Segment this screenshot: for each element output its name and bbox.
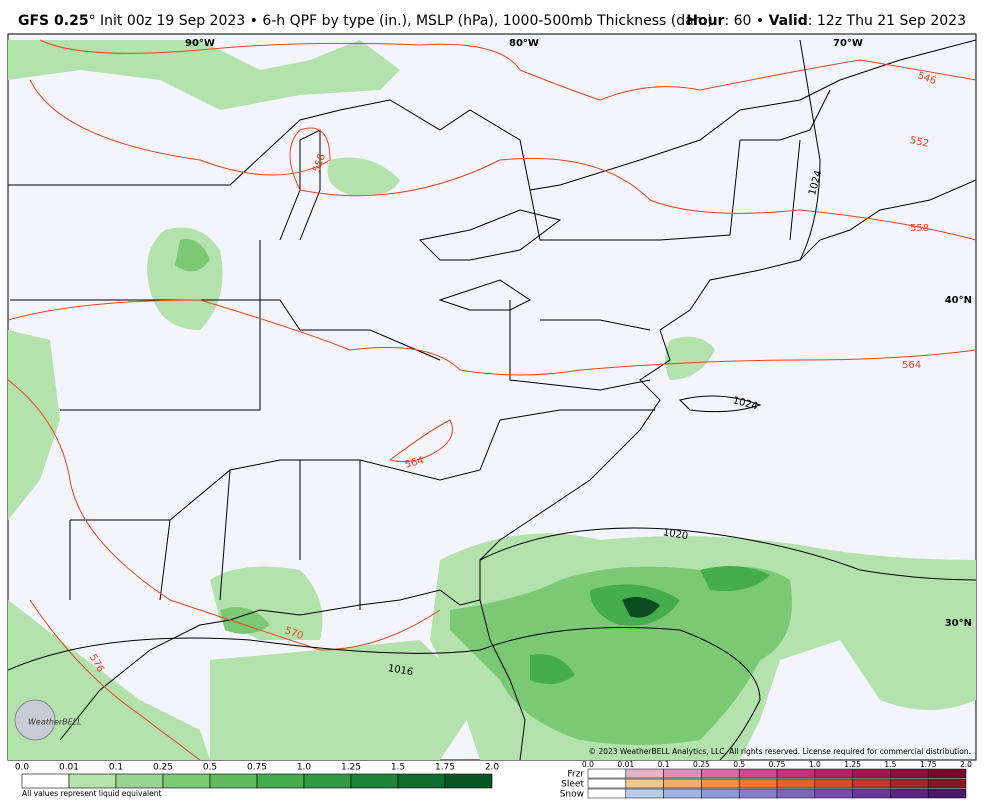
grid-label: 30°N [945,618,972,629]
color-box [162,773,211,789]
scale-tick: 1.0 [809,760,821,769]
legend: 0.0 0.01 0.1 0.25 0.5 0.75 1.0 1.25 1.5 1.75 2.0 Al… [15,760,972,800]
color-box [663,788,702,799]
color-box [115,773,164,789]
scale-tick: 0.01 [617,760,634,769]
scale-tick: 0.1 [658,760,670,769]
color-box [209,773,258,789]
grid-label: 70°W [833,38,863,49]
color-box [927,788,967,799]
color-box [21,773,70,789]
color-box [350,773,399,789]
scale-tick: 0.75 [247,763,267,773]
scale-tick: 0.25 [693,760,710,769]
logo-text: WeatherBELL [28,718,82,727]
scale-tick: 1.5 [391,763,405,773]
type-label: Sleet [561,780,584,790]
color-box [701,768,740,779]
color-box [625,768,664,779]
scale-tick: 1.0 [297,763,312,773]
scale-tick: 0.01 [59,763,79,773]
scale-tick: 2.0 [960,760,972,769]
thickness-label: 564 [404,455,425,471]
color-box [776,788,816,799]
color-box [701,778,740,789]
legend-note: All values represent liquid equivalent [22,789,161,798]
scale-tick: 0.0 [582,760,594,769]
color-box [444,773,493,789]
color-box [738,768,778,779]
color-box [776,778,816,789]
color-box [587,778,627,789]
color-box [776,768,816,779]
grid-label: 90°W [185,38,215,49]
color-box [738,778,778,789]
map: 90°W 80°W 70°W 40°N 30°N 1024 1024 1020 … [7,33,977,761]
thickness-label: 564 [902,360,921,371]
scale-tick: 1.75 [920,760,937,769]
color-box [587,788,627,799]
grid-label: 80°W [509,38,539,49]
color-box [587,768,627,779]
color-box [927,768,967,779]
thickness-label: 558 [910,223,929,234]
type-label: Snow [560,790,584,800]
grid-label: 40°N [945,295,972,306]
scale-tick: 0.75 [769,760,786,769]
color-box [303,773,352,789]
color-box [397,773,446,789]
scale-tick: 0.0 [15,763,30,773]
thickness-label: 552 [909,135,930,150]
color-box [814,768,853,779]
color-box [852,768,891,779]
color-box [625,788,664,799]
color-box [701,788,740,799]
color-box [852,788,891,799]
logo: WeatherBELL [14,699,82,741]
color-box [890,768,929,779]
color-box [814,788,853,799]
type-label: Frzr [567,770,584,780]
valid-time: Hour: 60 • Valid: 12z Thu 21 Sep 2023 [686,13,966,29]
scale-tick: 0.5 [203,763,217,773]
color-box [68,773,117,789]
color-box [814,778,853,789]
title: GFS 0.25° Init 00z 19 Sep 2023 • 6-h QPF… [18,13,713,29]
scale-tick: 1.75 [435,763,455,773]
scale-tick: 0.1 [109,763,123,773]
scale-tick: 1.25 [844,760,861,769]
color-box [852,778,891,789]
scale-tick: 0.5 [733,760,745,769]
color-box [625,778,664,789]
color-box [256,773,305,789]
color-box [927,778,967,789]
isobar-label: 1016 [387,663,414,678]
scale-tick: 1.5 [884,760,896,769]
color-box [663,778,702,789]
isobar-label: 1020 [662,527,689,542]
color-box [663,768,702,779]
copyright: © 2023 WeatherBELL Analytics, LLC. All r… [589,747,971,756]
scale-tick: 0.25 [153,763,173,773]
color-box [890,788,929,799]
scale-tick: 2.0 [485,763,500,773]
color-box [738,788,778,799]
scale-tick: 1.25 [341,763,361,773]
color-box [890,778,929,789]
